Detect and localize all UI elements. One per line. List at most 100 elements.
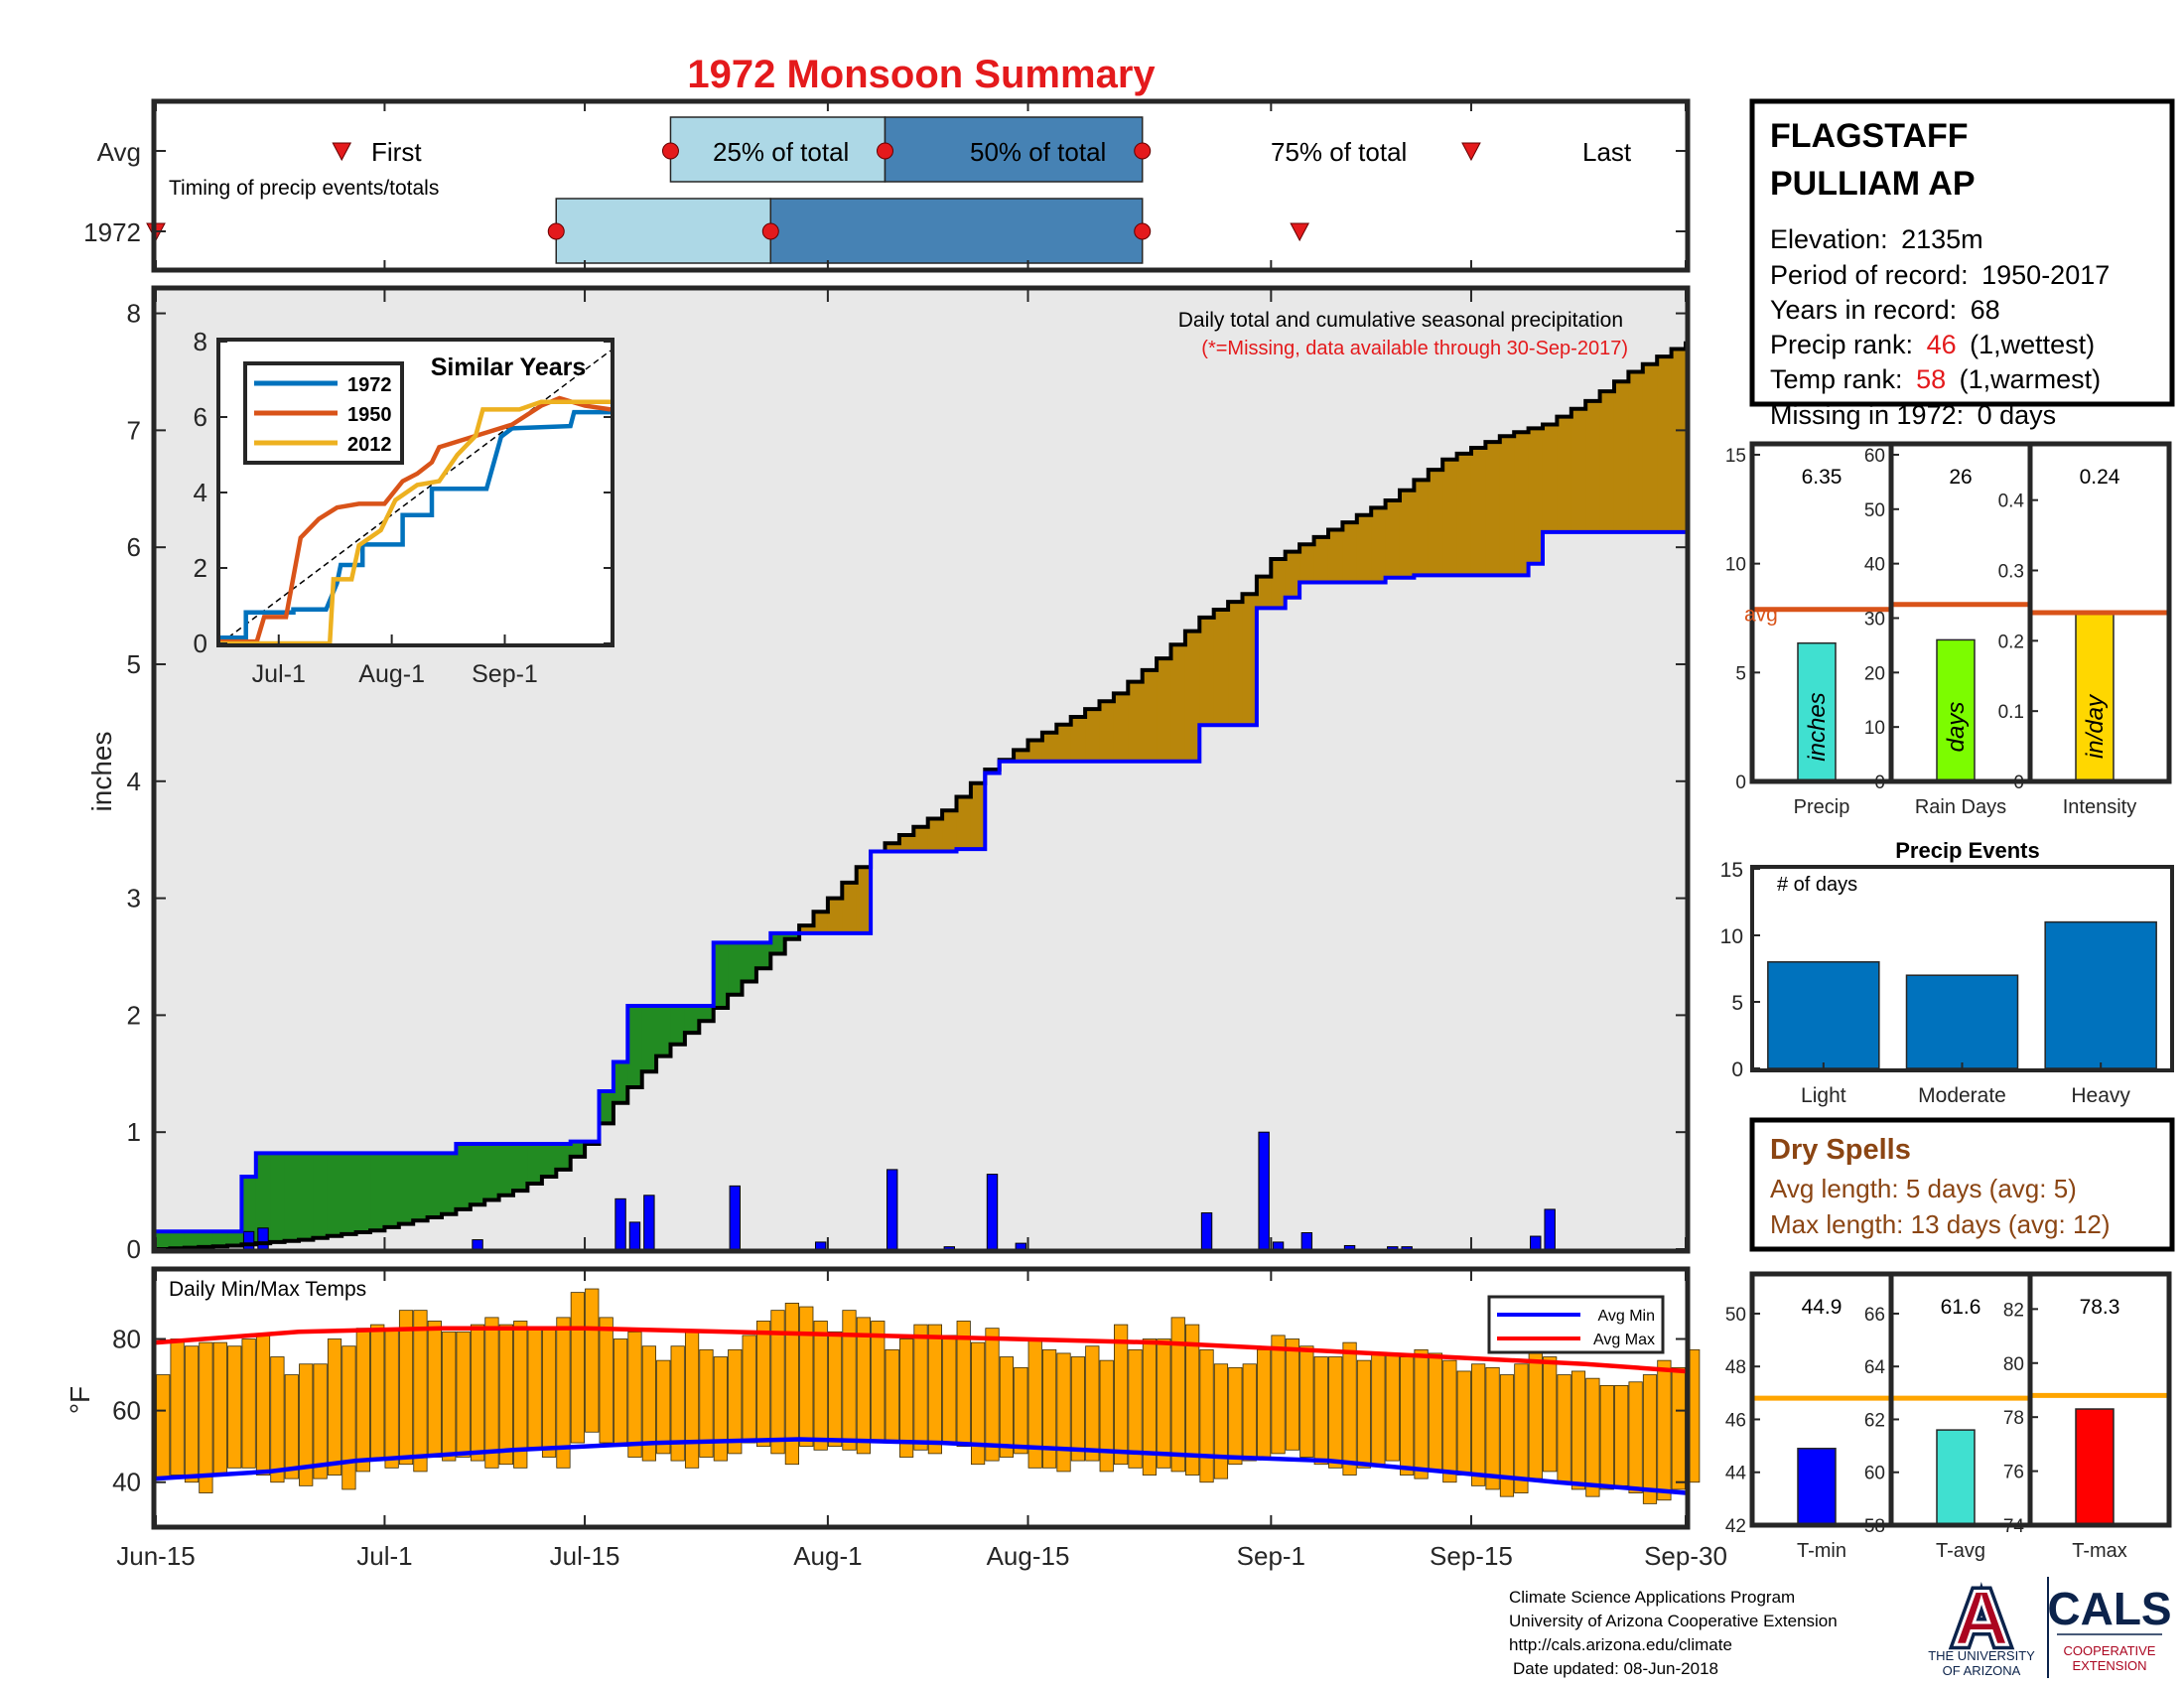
daily-temp-bar [1213, 1363, 1229, 1479]
daily-temp-bar [427, 1321, 442, 1458]
precip-anomaly-fill [684, 1005, 700, 1034]
precip-anomaly-fill [470, 1143, 485, 1205]
daily-temp-bar [1299, 1345, 1314, 1458]
precip-anomaly-fill [1099, 701, 1115, 762]
precip-anomaly-fill [327, 1153, 342, 1236]
daily-temp-bar [241, 1338, 256, 1469]
daily-temp-bar [684, 1331, 700, 1469]
temp-stat-tick-label: 48 [1725, 1357, 1746, 1378]
daily-temp-bar [1271, 1335, 1286, 1455]
daily-temp-bar [341, 1345, 356, 1490]
daily-temp-bar [699, 1348, 714, 1458]
daily-temp-bar [813, 1321, 828, 1451]
main-y-tick-label: 5 [127, 649, 141, 679]
daily-temp-bar [1128, 1348, 1143, 1469]
station-years-label: Years in record: [1770, 295, 1957, 325]
precip-anomaly-fill [212, 1231, 228, 1247]
ua-logo-shadow-letter: A [1954, 1574, 2009, 1661]
daily-temp-bar [1257, 1348, 1272, 1458]
daily-temp-bar [413, 1310, 428, 1473]
precip-anomaly-fill [270, 1153, 286, 1242]
precip-stat-tick-label: 10 [1725, 555, 1746, 576]
precip-anomaly-fill [1671, 349, 1687, 532]
ua-logo-letter: A [1954, 1574, 2009, 1661]
daily-temp-bar [770, 1310, 785, 1455]
daily-temp-bar [470, 1324, 485, 1462]
credit-line-2: University of Arizona Cooperative Extens… [1509, 1612, 1838, 1630]
temp-stat-bar-0 [1797, 1448, 1837, 1526]
daily-temp-bar [556, 1317, 571, 1469]
inset-series-1950 [220, 395, 612, 644]
avg-p25-marker [661, 142, 679, 160]
year-p75-marker [1134, 222, 1152, 240]
event-bar-moderate [1905, 974, 2019, 1069]
temp-legend-label-max: Avg Max [1593, 1332, 1655, 1348]
precip-anomaly-fill [1371, 507, 1387, 583]
daily-temp-bar [1428, 1352, 1443, 1473]
precip-anomaly-fill [1528, 428, 1544, 564]
timing-row-label-year: 1972 [83, 217, 141, 247]
timing-panel: Avg 1972 Timing of precip events/totals … [83, 98, 1691, 273]
precip-anomaly-fill [641, 1005, 657, 1072]
ua-logo: A A THE UNIVERSITY OF ARIZONA [1928, 1569, 2035, 1678]
year-timing-q1-box [555, 198, 772, 264]
inset-x-tick-label: Sep-1 [472, 660, 538, 688]
main-chart-title: Daily total and cumulative seasonal prec… [1178, 309, 1623, 332]
precip-anomaly-fill [255, 1153, 271, 1244]
daily-temp-bar [971, 1341, 986, 1466]
temp-stat-tick-label: 74 [2003, 1516, 2025, 1537]
main-y-tick-label: 0 [127, 1234, 141, 1264]
precip-anomaly-fill [627, 1005, 643, 1088]
precip-anomaly-fill [755, 942, 771, 969]
station-missing: Missing in 1972: 0 days [1770, 400, 2056, 430]
precip-anomaly-fill [942, 810, 958, 852]
daily-temp-bar [355, 1328, 370, 1473]
precip-stat-unit-2: in/day [2082, 693, 2109, 759]
daily-temp-bar [1400, 1356, 1415, 1476]
daily-temp-bar [199, 1341, 213, 1493]
station-elevation-label: Elevation: [1770, 224, 1888, 254]
daily-temp-bar [1014, 1366, 1028, 1455]
daily-temp-bar [656, 1359, 671, 1455]
precip-anomaly-fill [1199, 617, 1215, 726]
precip-anomaly-fill [513, 1143, 529, 1192]
temp-stat-tick-label: 66 [1864, 1305, 1885, 1326]
precip-stat-value-1: 26 [1949, 466, 1972, 489]
precip-anomaly-fill [384, 1153, 400, 1227]
inset-series-2012 [220, 399, 611, 646]
precip-anomaly-fill [1514, 432, 1530, 576]
daily-precip-bar [614, 1197, 626, 1250]
event-y-tick-label: 15 [1720, 859, 1743, 882]
daily-temp-bar [313, 1363, 328, 1479]
daily-temp-bar [885, 1348, 899, 1444]
precip-anomaly-fill [842, 882, 858, 933]
x-tick-label: Jun-15 [116, 1541, 196, 1571]
precip-stat-tick-label: 30 [1864, 609, 1885, 630]
precip-stat-unit-1: days [1943, 702, 1970, 753]
precip-anomaly-fill [956, 796, 972, 850]
station-info-frame [1749, 98, 2175, 407]
x-tick-label: Sep-1 [1237, 1541, 1305, 1571]
precip-anomaly-fill [341, 1153, 357, 1234]
temp-plot-content [155, 1288, 1701, 1504]
daily-temp-bar [1671, 1366, 1686, 1490]
daily-precip-bar [1343, 1244, 1356, 1250]
precip-anomaly-fill [398, 1153, 414, 1224]
temp-stat-tick-label: 58 [1864, 1516, 1885, 1537]
temp-rank-value: 58 [1916, 364, 1946, 394]
precip-stat-bar-0 [1797, 641, 1837, 782]
precip-stat-tick-label: 0 [2013, 773, 2024, 793]
precip-stat-tick-label: 0.2 [1998, 632, 2024, 652]
daily-temp-bar [1485, 1366, 1500, 1490]
inset-axes: 0 2 4 6 8 Jul-1 Aug-1 Sep-1 [194, 327, 613, 688]
precip-anomaly-fill [728, 942, 744, 995]
station-period: Period of record: 1950-2017 [1770, 260, 2110, 290]
daily-temp-bar [1042, 1348, 1057, 1469]
temp-stat-label-0: T-min [1797, 1540, 1846, 1562]
inset-plot-content [219, 350, 612, 646]
precip-anomaly-fill [1456, 453, 1472, 576]
daily-temp-bar [728, 1348, 743, 1455]
daily-temp-bar [513, 1321, 528, 1469]
ua-logo-line2: OF ARIZONA [1943, 1663, 2021, 1678]
precip-anomaly-fill [527, 1143, 543, 1185]
